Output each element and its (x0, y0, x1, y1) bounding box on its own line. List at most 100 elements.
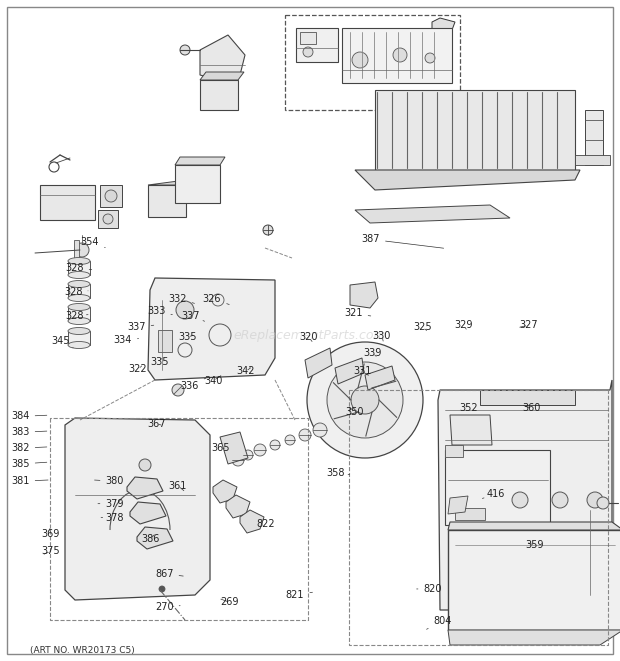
Circle shape (299, 429, 311, 441)
Polygon shape (350, 282, 378, 308)
Bar (68, 261, 90, 275)
Text: 416: 416 (482, 489, 505, 500)
Bar (100, 185, 122, 207)
Circle shape (425, 53, 435, 63)
Text: 337: 337 (127, 322, 154, 332)
Polygon shape (448, 496, 468, 514)
Polygon shape (137, 527, 173, 549)
Polygon shape (200, 72, 244, 80)
Circle shape (327, 362, 403, 438)
Circle shape (243, 450, 253, 460)
Bar (200, 80, 238, 110)
Circle shape (597, 497, 609, 509)
Circle shape (552, 492, 568, 508)
Ellipse shape (68, 280, 90, 288)
Polygon shape (448, 522, 620, 530)
Circle shape (176, 301, 194, 319)
Bar (175, 165, 220, 203)
Circle shape (105, 190, 117, 202)
Polygon shape (355, 205, 510, 223)
Text: 322: 322 (128, 364, 147, 374)
Circle shape (270, 440, 280, 450)
Bar (98, 210, 118, 228)
Text: (ART NO. WR20173 C5): (ART NO. WR20173 C5) (30, 646, 135, 654)
Bar (445, 445, 463, 457)
Text: 337: 337 (182, 311, 205, 321)
Text: 821: 821 (286, 590, 312, 600)
Bar (296, 28, 338, 62)
Text: 367: 367 (147, 418, 166, 429)
Text: 820: 820 (417, 584, 442, 594)
Polygon shape (226, 495, 250, 518)
Polygon shape (213, 480, 237, 503)
Text: 330: 330 (373, 330, 391, 341)
Text: 358: 358 (327, 468, 350, 479)
Polygon shape (432, 18, 455, 30)
Text: 339: 339 (363, 348, 382, 358)
Bar (158, 330, 172, 352)
Circle shape (285, 435, 295, 445)
Text: 328: 328 (64, 287, 88, 297)
Bar (585, 110, 603, 165)
Circle shape (159, 586, 165, 592)
Text: 354: 354 (81, 237, 105, 248)
Text: 379: 379 (98, 498, 124, 509)
Text: 331: 331 (353, 366, 371, 377)
Polygon shape (200, 35, 245, 80)
Circle shape (313, 423, 327, 437)
Bar (285, 15, 460, 110)
Circle shape (512, 492, 528, 508)
Ellipse shape (68, 327, 90, 334)
Text: 321: 321 (344, 308, 371, 319)
Bar (448, 530, 620, 630)
Circle shape (139, 459, 151, 471)
Polygon shape (365, 366, 395, 390)
Text: 380: 380 (94, 476, 124, 486)
Polygon shape (355, 170, 580, 190)
Text: 327: 327 (519, 320, 538, 330)
Text: 350: 350 (345, 407, 364, 417)
Ellipse shape (68, 272, 90, 278)
Circle shape (232, 454, 244, 466)
Text: 369: 369 (42, 529, 60, 539)
Circle shape (307, 342, 423, 458)
Text: 381: 381 (11, 476, 48, 486)
Text: 329: 329 (454, 320, 473, 330)
Bar (455, 508, 485, 520)
Text: 384: 384 (11, 411, 47, 422)
Polygon shape (448, 630, 620, 645)
Ellipse shape (68, 342, 90, 348)
Text: 342: 342 (236, 366, 255, 377)
Text: 386: 386 (141, 534, 159, 545)
Text: 345: 345 (51, 336, 73, 348)
Text: 334: 334 (113, 334, 139, 345)
Bar (68, 331, 90, 345)
Text: 336: 336 (180, 378, 206, 391)
Text: 375: 375 (42, 546, 60, 557)
Text: 378: 378 (101, 512, 124, 523)
Circle shape (351, 386, 379, 414)
Polygon shape (335, 358, 364, 384)
Circle shape (75, 243, 89, 257)
Text: 361: 361 (169, 481, 187, 491)
Text: 360: 360 (523, 403, 541, 414)
Text: 328: 328 (65, 263, 92, 274)
Polygon shape (130, 502, 166, 524)
Polygon shape (220, 432, 248, 464)
Bar (68, 307, 90, 321)
Polygon shape (65, 418, 210, 600)
Text: 352: 352 (459, 403, 478, 414)
Bar (40, 185, 95, 220)
Polygon shape (127, 477, 163, 499)
Circle shape (587, 492, 603, 508)
Text: 326: 326 (203, 293, 229, 305)
Text: 385: 385 (11, 459, 47, 469)
Circle shape (263, 225, 273, 235)
Circle shape (352, 52, 368, 68)
Ellipse shape (68, 295, 90, 301)
Bar (342, 28, 452, 83)
Ellipse shape (68, 258, 90, 264)
Bar (480, 390, 575, 405)
Ellipse shape (68, 303, 90, 311)
Polygon shape (240, 510, 264, 533)
